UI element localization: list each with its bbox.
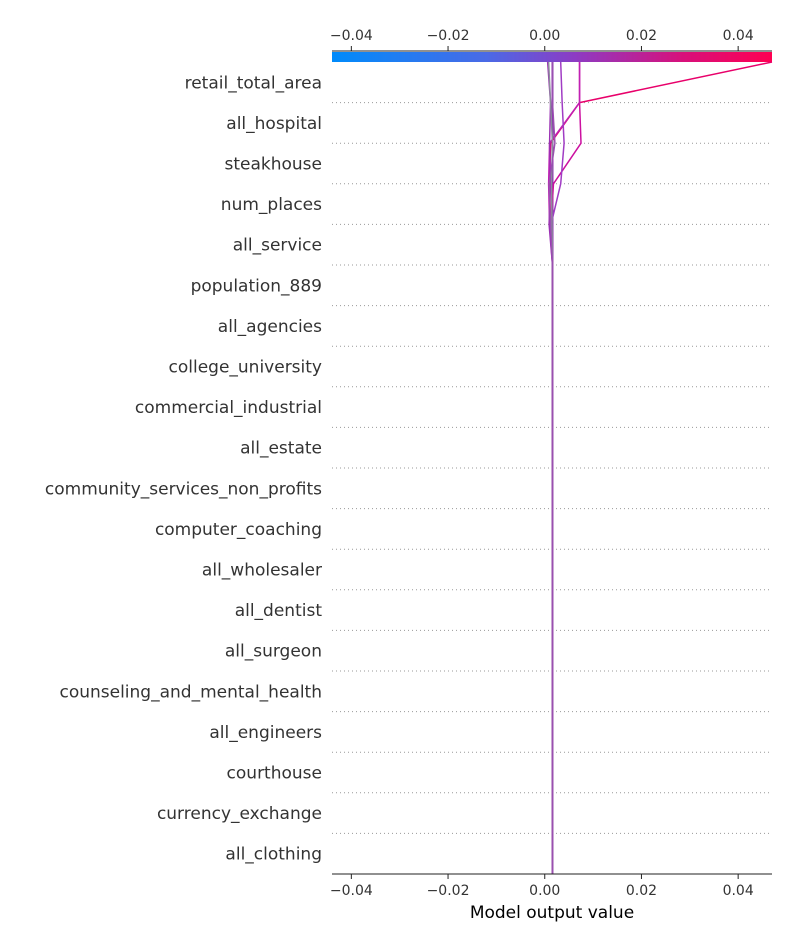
bottom-tick-label: −0.04 bbox=[330, 883, 373, 899]
feature-label: currency_exchange bbox=[157, 804, 322, 824]
feature-label: all_hospital bbox=[226, 114, 322, 134]
feature-label: commercial_industrial bbox=[135, 398, 322, 418]
bottom-tick-label: 0.00 bbox=[529, 883, 560, 899]
feature-label: all_estate bbox=[240, 439, 322, 459]
feature-label: steakhouse bbox=[224, 155, 322, 175]
feature-label: counseling_and_mental_health bbox=[59, 682, 322, 702]
feature-label: all_wholesaler bbox=[202, 561, 322, 581]
feature-label: computer_coaching bbox=[155, 520, 322, 540]
colorbar bbox=[332, 52, 772, 62]
bottom-tick-label: 0.02 bbox=[626, 883, 657, 899]
feature-label: all_surgeon bbox=[225, 642, 322, 662]
top-tick-label: 0.04 bbox=[723, 28, 754, 44]
feature-label: num_places bbox=[221, 195, 322, 215]
feature-label: retail_total_area bbox=[185, 73, 322, 93]
feature-label: all_clothing bbox=[225, 845, 322, 865]
decision-line bbox=[548, 62, 556, 874]
feature-label: all_dentist bbox=[235, 601, 323, 621]
top-tick-label: 0.00 bbox=[529, 28, 560, 44]
feature-label: college_university bbox=[169, 358, 323, 378]
bottom-tick-label: −0.02 bbox=[427, 883, 470, 899]
bottom-tick-label: 0.04 bbox=[723, 883, 754, 899]
feature-label: all_agencies bbox=[218, 317, 322, 337]
feature-label: population_889 bbox=[191, 276, 322, 296]
feature-label: all_service bbox=[233, 236, 322, 256]
x-axis-label: Model output value bbox=[470, 903, 634, 923]
feature-label: community_services_non_profits bbox=[45, 479, 322, 499]
feature-label: courthouse bbox=[227, 764, 322, 784]
feature-label: all_engineers bbox=[209, 723, 322, 743]
top-tick-label: −0.02 bbox=[427, 28, 470, 44]
top-tick-label: 0.02 bbox=[626, 28, 657, 44]
top-tick-label: −0.04 bbox=[330, 28, 373, 44]
